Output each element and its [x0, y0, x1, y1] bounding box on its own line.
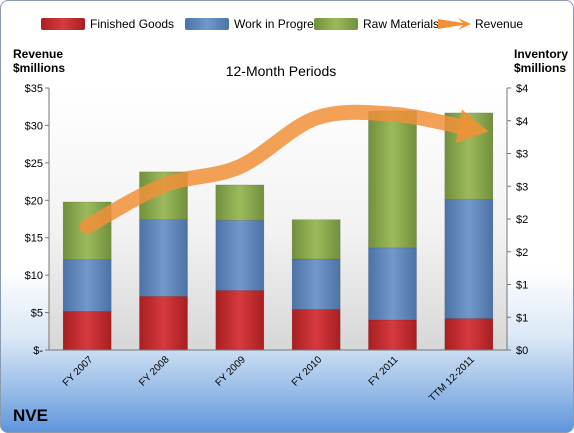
x-tick-label: FY 2010	[290, 354, 325, 389]
right-tick-label: $1	[516, 312, 528, 324]
legend-arrow-revenue	[438, 18, 471, 30]
legend-label-revenue: Revenue	[475, 17, 523, 31]
left-axis-title-line2: $millions	[13, 61, 65, 75]
bar-raw-materials-fy-2010	[291, 219, 341, 260]
legend: Finished Goods Work in Progress Raw Mate…	[41, 17, 523, 31]
x-tick-label: TTM 12-2011	[427, 354, 477, 404]
revenue-point-fy-2008	[163, 185, 164, 186]
bar-work-in-progress-ttm-12-2011	[444, 199, 494, 319]
right-axis-title-line2: $millions	[514, 61, 566, 75]
bar-raw-materials-fy-2009	[215, 184, 265, 221]
bar-finished-goods-fy-2011	[368, 319, 417, 351]
right-tick-label: $0	[516, 345, 528, 357]
bar-finished-goods-fy-2007	[62, 311, 112, 351]
plot-area	[49, 88, 507, 350]
revenue-point-fy-2007	[87, 226, 88, 227]
bar-work-in-progress-fy-2011	[368, 247, 417, 321]
x-tick-label: FY 2009	[214, 354, 249, 389]
legend-label-finished-goods: Finished Goods	[90, 17, 174, 31]
right-tick-label: $2	[516, 247, 528, 259]
right-tick-label: $3	[516, 181, 528, 193]
right-tick-label: $3	[516, 149, 528, 161]
left-tick-label: $20	[25, 195, 43, 207]
chart-title: 12-Month Periods	[226, 63, 337, 79]
right-tick-label: $1	[516, 280, 528, 292]
left-tick-label: $5	[31, 308, 43, 320]
x-tick-label: FY 2011	[367, 354, 401, 388]
bar-work-in-progress-fy-2009	[215, 220, 265, 291]
legend-label-work-in-progress: Work in Progress	[234, 17, 326, 31]
legend-swatch-raw-materials	[314, 18, 358, 30]
left-tick-label: $30	[25, 120, 43, 132]
bar-raw-materials-fy-2011	[368, 110, 417, 249]
revenue-layer	[79, 104, 489, 234]
left-axis-title-line1: Revenue	[13, 47, 63, 61]
bar-finished-goods-fy-2009	[215, 290, 265, 351]
legend-label-raw-materials: Raw Materials	[363, 17, 439, 31]
left-tick-label: $10	[25, 270, 43, 282]
bar-finished-goods-fy-2008	[139, 295, 188, 351]
right-tick-label: $4	[516, 83, 528, 95]
x-tick-label: FY 2007	[61, 354, 96, 389]
revenue-point-fy-2010	[316, 117, 317, 118]
revenue-arrow-line	[79, 104, 471, 234]
bar-finished-goods-ttm-12-2011	[444, 318, 494, 351]
revenue-point-ttm-12-2011	[462, 126, 463, 127]
legend-swatch-work-in-progress	[185, 18, 229, 30]
revenue-point-fy-2011	[392, 114, 393, 115]
right-tick-label: $4	[516, 116, 528, 128]
revenue-arrow-head	[455, 109, 489, 143]
company-name: NVE	[13, 406, 48, 425]
right-axis-title-line1: Inventory	[514, 47, 568, 61]
left-tick-label: $25	[25, 158, 43, 170]
left-tick-label: $-	[33, 345, 43, 357]
revenue-point-fy-2009	[239, 166, 240, 167]
bar-finished-goods-fy-2010	[291, 309, 341, 351]
left-tick-label: $35	[25, 83, 43, 95]
left-tick-label: $15	[25, 233, 43, 245]
right-tick-label: $2	[516, 214, 528, 226]
bar-work-in-progress-fy-2008	[139, 219, 188, 297]
x-tick-label: FY 2008	[137, 354, 172, 389]
legend-swatch-finished-goods	[41, 18, 85, 30]
bar-work-in-progress-fy-2010	[291, 258, 341, 310]
bar-work-in-progress-fy-2007	[62, 259, 112, 312]
